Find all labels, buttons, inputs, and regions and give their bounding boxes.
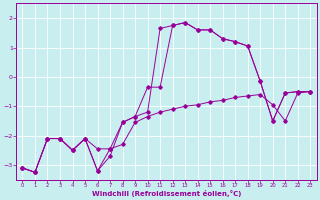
X-axis label: Windchill (Refroidissement éolien,°C): Windchill (Refroidissement éolien,°C) <box>92 190 241 197</box>
